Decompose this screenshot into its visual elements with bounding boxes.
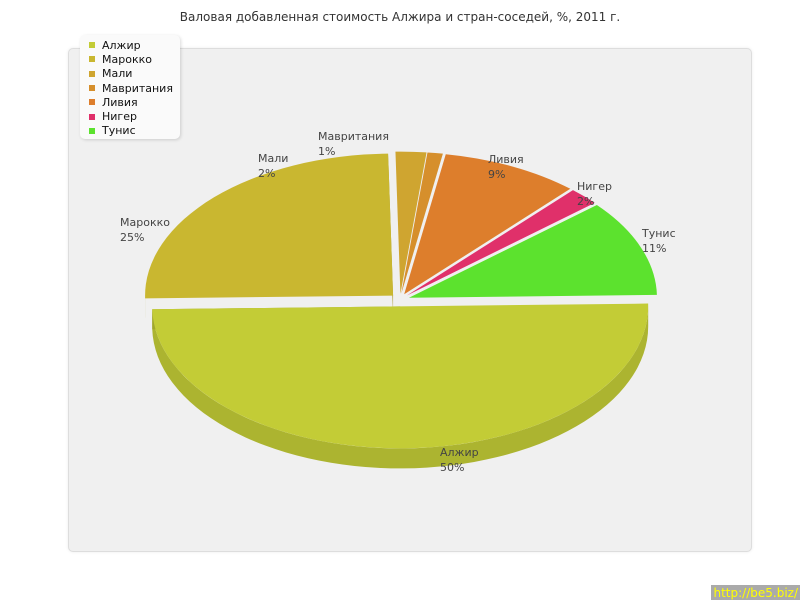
legend-label: Тунис xyxy=(102,124,136,138)
pie-slice[interactable] xyxy=(401,152,443,294)
legend-item[interactable]: Алжир xyxy=(80,38,180,52)
legend-swatch xyxy=(89,70,95,77)
slice-label: Марокко xyxy=(120,216,170,229)
slice-value-label: 1% xyxy=(318,145,335,158)
pie-slice[interactable] xyxy=(152,303,649,449)
slice-value-label: 25% xyxy=(120,231,144,244)
legend: Алжир Марокко Мали Мавритания Ливия Нигер Туни… xyxy=(80,35,180,139)
chart-title: Валовая добавленная стоимость Алжира и с… xyxy=(179,10,621,24)
legend-label: Марокко xyxy=(102,52,152,66)
pie-slice[interactable] xyxy=(406,190,595,296)
slice-value-label: 11% xyxy=(642,242,666,255)
slice-value-label: 2% xyxy=(577,195,594,208)
legend-label: Мали xyxy=(102,67,133,81)
legend-label: Мавритания xyxy=(102,81,173,95)
legend-swatch xyxy=(89,42,95,49)
slice-value-label: 2% xyxy=(258,167,275,180)
slice-label: Мали xyxy=(258,152,288,165)
legend-item[interactable]: Марокко xyxy=(80,52,180,66)
watermark-link[interactable]: http://be5.biz/ xyxy=(711,585,800,600)
slice-label: Нигер xyxy=(577,180,612,193)
legend-label: Ливия xyxy=(102,95,138,109)
legend-item[interactable]: Тунис xyxy=(80,124,180,138)
legend-swatch xyxy=(89,99,95,106)
legend-item[interactable]: Ливия xyxy=(80,95,180,109)
legend-item[interactable]: Мали xyxy=(80,67,180,81)
slice-label: Алжир xyxy=(440,446,479,459)
slice-label: Мавритания xyxy=(318,130,389,143)
legend-swatch xyxy=(89,56,95,63)
slice-label: Ливия xyxy=(488,153,524,166)
legend-item[interactable]: Нигер xyxy=(80,109,180,123)
legend-item[interactable]: Мавритания xyxy=(80,81,180,95)
slice-label: Тунис xyxy=(641,227,676,240)
pie-slice[interactable] xyxy=(404,154,571,295)
slice-value-label: 50% xyxy=(440,461,464,474)
pie-slice[interactable] xyxy=(145,153,394,299)
pie-slice[interactable] xyxy=(395,151,427,294)
legend-label: Нигер xyxy=(102,110,137,124)
legend-label: Алжир xyxy=(102,38,141,52)
pie-slice[interactable] xyxy=(408,205,657,298)
legend-swatch xyxy=(89,113,95,120)
legend-swatch xyxy=(89,127,95,134)
legend-swatch xyxy=(89,85,95,92)
slice-value-label: 9% xyxy=(488,168,505,181)
